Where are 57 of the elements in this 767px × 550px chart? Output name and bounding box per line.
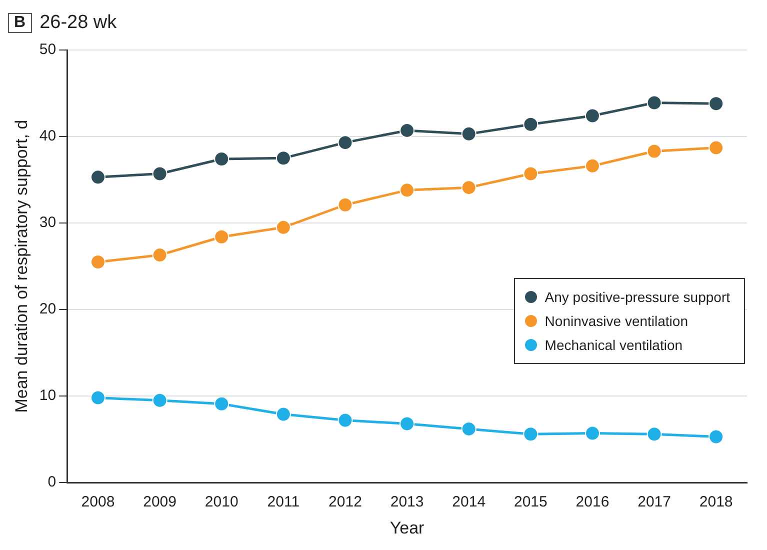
point [461,421,476,436]
point [214,229,230,244]
point [338,412,353,428]
point [400,122,415,138]
point [276,150,291,166]
x-tick-label: 2008 [81,494,115,511]
point [646,95,662,110]
point [523,166,538,182]
point [461,126,476,142]
point [276,220,291,235]
y-tick-label: 0 [48,474,56,491]
text: B [8,13,32,33]
point [152,392,168,408]
chart-title: 26-28 wk [40,12,117,34]
legend-label: Noninvasive ventilation [544,312,688,331]
point [584,158,600,174]
point [708,140,724,156]
point [214,152,230,167]
point [90,170,106,185]
x-tick-label: 2018 [699,494,733,511]
point [276,406,291,422]
x-tick-label: 2017 [638,494,671,511]
y-tick-label: 30 [39,214,56,232]
y-tick-label: 20 [39,300,56,318]
x-axis-title: Year [390,518,425,538]
point [646,144,662,159]
point [461,180,476,196]
point [708,96,724,112]
point [400,416,415,432]
point [338,135,353,150]
legend-label: Mechanical ventilation [544,336,683,355]
point [523,116,538,132]
point [214,396,230,412]
point [584,426,600,441]
x-tick-label: 2012 [328,494,362,511]
point [523,426,538,442]
x-tick-label: 2013 [390,494,424,511]
point [646,426,662,442]
point [400,182,415,198]
point [152,248,168,263]
y-axis-title: Mean duration of respiratory support, d [12,120,31,413]
x-tick-label: 2010 [204,494,238,511]
y-tick-label: 10 [39,387,56,404]
point [708,429,724,444]
point [90,390,106,406]
point [152,166,168,182]
x-tick-label: 2009 [143,494,176,511]
point [584,108,600,124]
point [90,254,106,270]
x-tick-label: 2016 [576,494,610,511]
legend-label: Any positive-pressure support [544,288,730,307]
x-tick-label: 2015 [514,494,548,511]
point [338,197,353,212]
y-tick-label: 40 [39,128,56,145]
y-tick-label: 50 [39,41,56,58]
x-tick-label: 2014 [452,494,486,511]
x-tick-label: 2011 [267,494,300,511]
